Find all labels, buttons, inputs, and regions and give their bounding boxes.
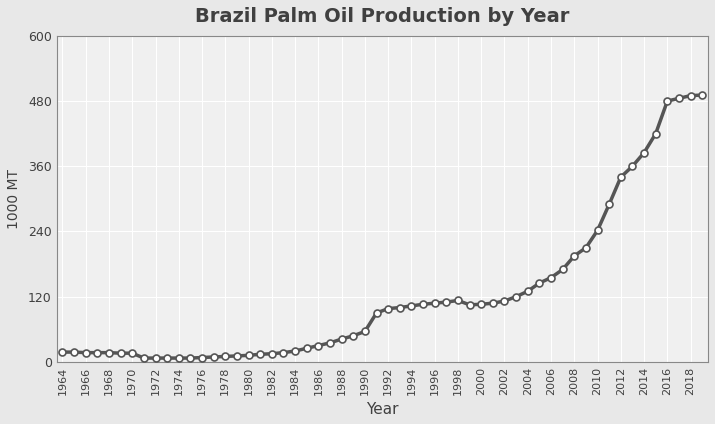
- Title: Brazil Palm Oil Production by Year: Brazil Palm Oil Production by Year: [195, 7, 570, 26]
- X-axis label: Year: Year: [366, 402, 398, 417]
- Y-axis label: 1000 MT: 1000 MT: [7, 169, 21, 229]
